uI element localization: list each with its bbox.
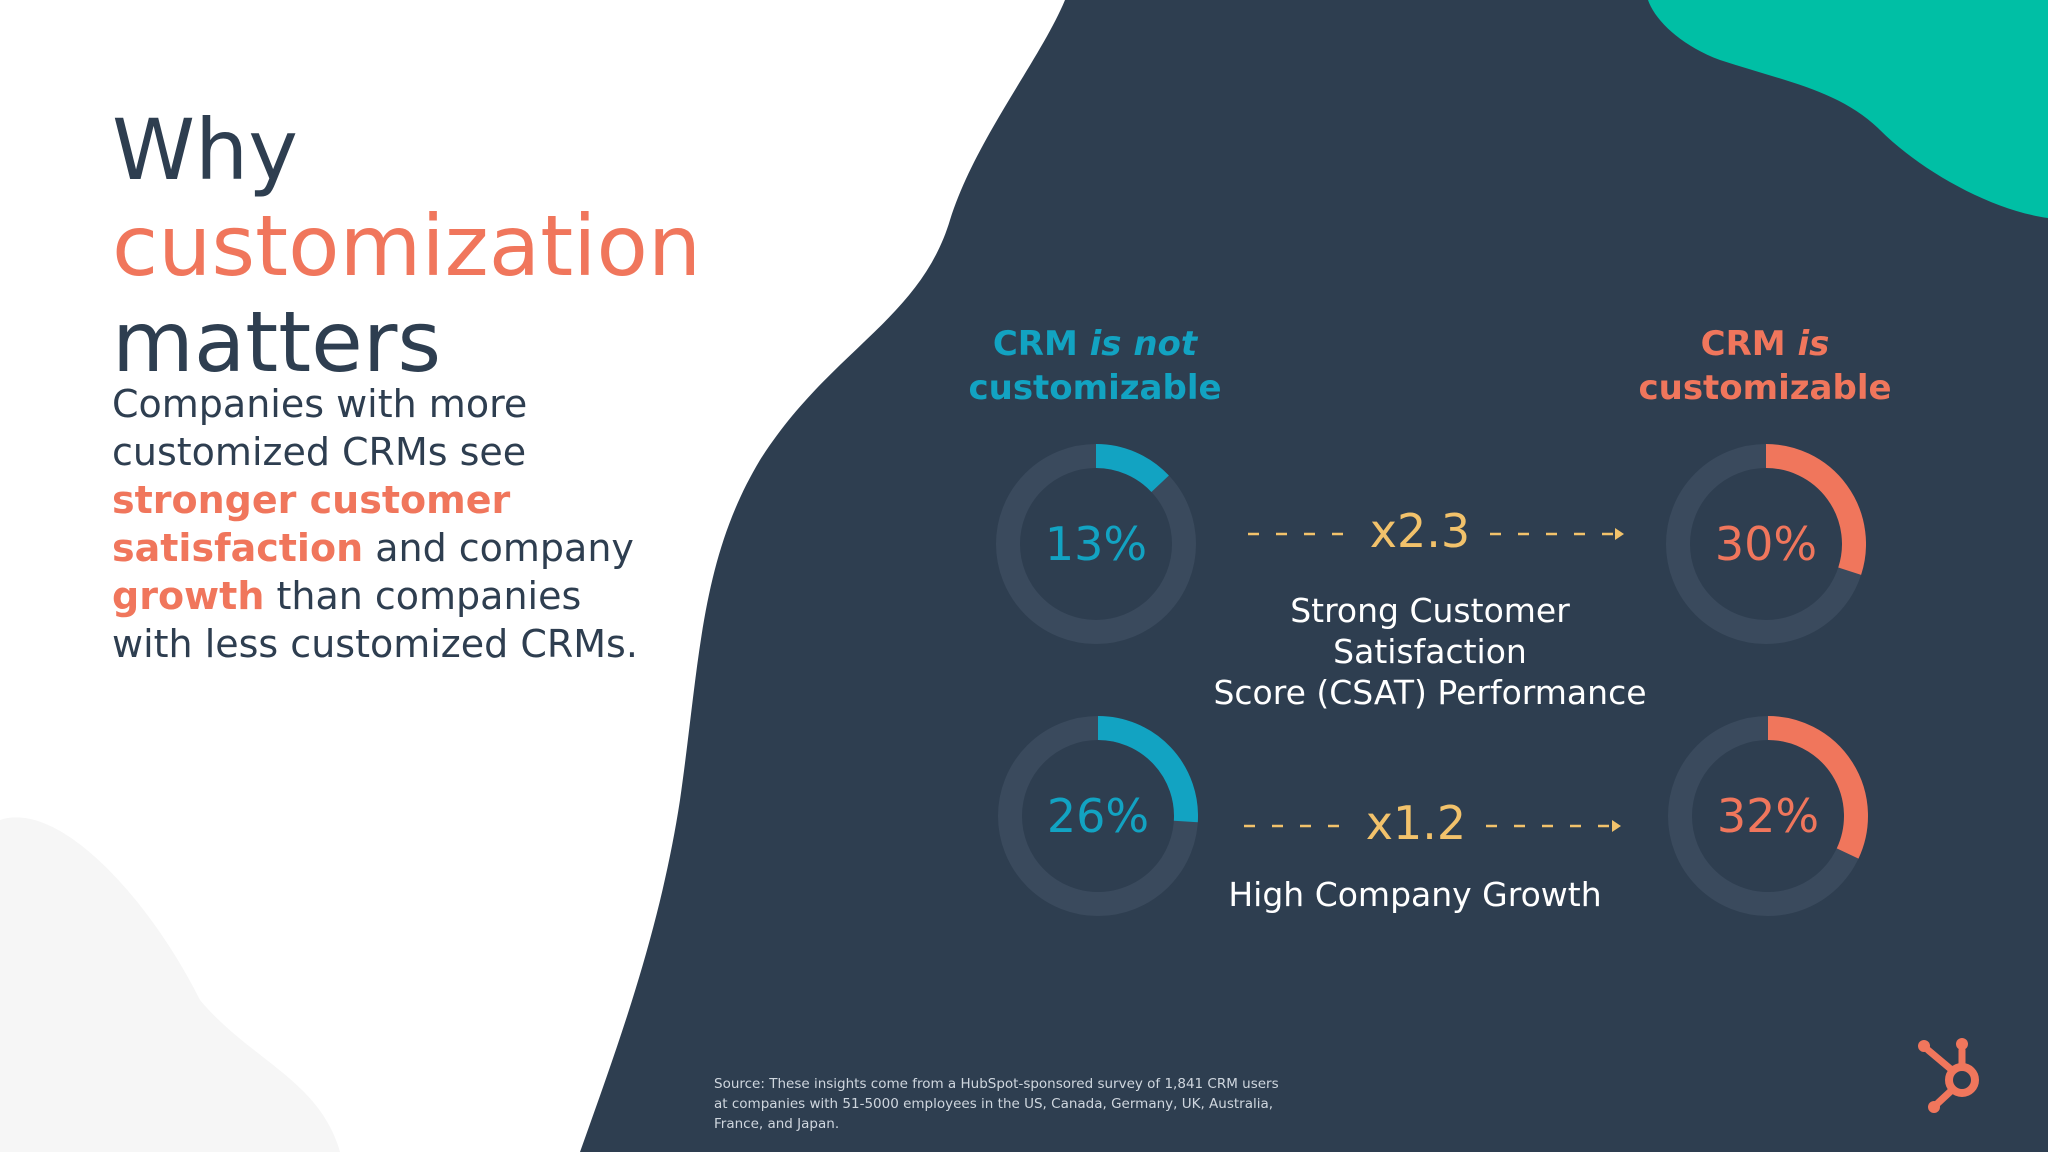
donut-arc-csat-not-customizable [1095,444,1169,493]
donut-value-csat-customizable: 30% [1714,517,1818,571]
column-header-italic: is not [1089,324,1198,364]
summary-line-1: Companies with more [112,382,528,426]
summary-paragraph: Companies with more customized CRMs see … [112,380,672,668]
arrow-connector-2 [1244,820,1621,832]
metric-label-line: Strong Customer [1290,591,1570,630]
donut-value-csat-not-customizable: 13% [1044,517,1148,571]
metric-label-line: High Company Growth [1228,875,1602,914]
title-line-2: customization [112,197,702,295]
summary-line-2: customized CRMs see [112,430,527,474]
column-header-line-1: CRM is not [920,322,1270,366]
summary-line-5: growth than companies [112,572,672,620]
column-header-plain: CRM [992,324,1090,364]
page-title: Why customization matters [112,102,701,390]
column-header-line-2: customizable [968,368,1222,408]
metric-label-line: Score (CSAT) Performance [1213,673,1647,712]
source-footnote: Source: These insights come from a HubSp… [714,1074,1334,1134]
summary-line-5-highlight: growth [112,574,265,618]
bottom-left-gray-blob [0,817,340,1152]
summary-line-4-highlight: satisfaction [112,526,364,570]
donut-value-growth-customizable: 32% [1716,789,1820,843]
source-line-3: France, and Japan. [714,1116,840,1132]
summary-line-3-highlight: stronger customer [112,478,511,522]
donut-growth-customizable: 32% [1668,716,1868,916]
summary-line-5-rest: than companies [264,574,582,618]
arrow-head-1 [1615,528,1624,540]
metric-label-csat: Strong Customer Satisfaction Score (CSAT… [1160,590,1700,713]
source-line-1: Source: These insights come from a HubSp… [714,1076,1279,1092]
summary-line-6: with less customized CRMs. [112,622,638,666]
arrow-head-2 [1612,820,1621,832]
arrow-connector-1 [1248,528,1624,540]
donut-arc-growth-not-customizable [1097,716,1198,823]
donut-growth-not-customizable: 26% [998,716,1198,916]
donut-arc-csat-customizable [1765,444,1866,575]
multiplier-csat: x2.3 [1369,504,1471,558]
multiplier-growth: x1.2 [1365,796,1467,850]
summary-line-4-rest: and company [363,526,634,570]
summary-line-4: satisfaction and company [112,524,672,572]
column-header-not-customizable: CRM is not customizable [920,322,1270,410]
teal-corner-blob [1648,0,2048,218]
donut-csat-customizable: 30% [1666,444,1866,644]
column-header-line-1: CRM is [1590,322,1940,366]
column-header-plain: CRM [1700,324,1798,364]
title-line-1: Why [112,101,299,199]
donut-value-growth-not-customizable: 26% [1046,789,1150,843]
metric-label-growth: High Company Growth [1160,874,1670,915]
title-line-3: matters [112,293,442,391]
metric-label-line: Satisfaction [1333,632,1527,671]
column-header-italic: is [1797,324,1830,364]
source-line-2: at companies with 51-5000 employees in t… [714,1096,1274,1112]
donut-csat-not-customizable: 13% [996,444,1196,644]
column-header-line-2: customizable [1638,368,1892,408]
column-header-customizable: CRM is customizable [1590,322,1940,410]
hubspot-sprocket-icon [1918,1038,1979,1113]
donut-arc-growth-customizable [1767,716,1868,859]
